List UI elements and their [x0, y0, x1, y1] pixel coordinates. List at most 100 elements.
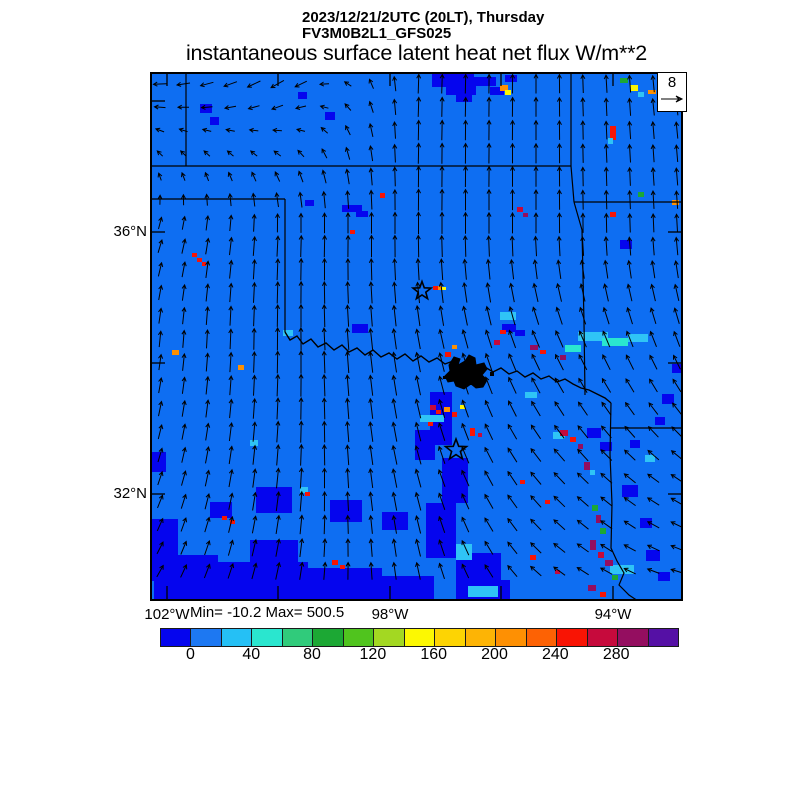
- wind-arrow: [533, 212, 539, 234]
- wind-arrow: [510, 142, 516, 164]
- flux-patch: [596, 515, 601, 523]
- flux-patch: [178, 555, 218, 601]
- flux-patch: [433, 286, 438, 290]
- wind-arrow: [343, 81, 352, 87]
- wind-arrow: [554, 377, 565, 394]
- wind-arrow: [294, 105, 307, 110]
- wind-arrow: [225, 127, 235, 133]
- wind-arrow: [321, 327, 327, 351]
- flux-patch: [426, 503, 456, 558]
- wind-arrow: [650, 213, 656, 233]
- wind-arrow: [204, 352, 210, 372]
- wind-arrow: [345, 420, 351, 443]
- wind-arrow: [647, 426, 659, 438]
- wind-arrow: [368, 397, 374, 419]
- wind-arrow: [601, 401, 612, 416]
- wind-arrow: [603, 166, 609, 187]
- flux-patch: [430, 405, 436, 410]
- flux-patch: [350, 230, 355, 234]
- wind-arrow: [181, 399, 187, 417]
- flux-patch: [340, 565, 345, 569]
- wind-arrow: [486, 73, 492, 94]
- wind-arrow: [158, 307, 164, 324]
- wind-arrow: [510, 119, 516, 141]
- flux-patch: [610, 126, 616, 140]
- wind-arrow: [157, 172, 163, 181]
- wind-arrow: [576, 472, 589, 484]
- flux-patch: [230, 520, 235, 524]
- wind-arrow: [345, 397, 350, 420]
- wind-arrow: [345, 257, 351, 281]
- colorbar-segment: [252, 629, 283, 646]
- wind-arrow: [203, 563, 211, 579]
- flux-patch: [356, 211, 368, 217]
- flux-patch: [298, 92, 307, 99]
- wind-arrow: [204, 492, 211, 510]
- colorbar-segment: [465, 629, 497, 646]
- wind-arrow: [486, 142, 492, 164]
- wind-arrow: [670, 474, 683, 483]
- wind-arrow: [228, 282, 234, 303]
- colorbar-tick-label: 240: [541, 646, 569, 663]
- flux-patch: [442, 458, 468, 503]
- wind-arrow: [647, 449, 660, 461]
- wind-arrow: [623, 520, 636, 529]
- colorbar-segment: [496, 629, 527, 646]
- flux-patch: [456, 544, 472, 560]
- wind-arrow: [530, 518, 542, 531]
- colorbar-segment: [648, 629, 678, 646]
- colorbar-tick-label: 40: [242, 646, 261, 663]
- wind-arrow: [251, 515, 258, 534]
- flux-patch: [570, 437, 576, 442]
- wind-arrow: [251, 281, 257, 303]
- wind-arrow: [462, 234, 468, 257]
- wind-arrow: [532, 306, 540, 325]
- wind-arrow: [368, 514, 374, 534]
- wind-arrow: [156, 517, 164, 532]
- wind-arrow: [627, 97, 633, 116]
- wind-arrow: [322, 257, 327, 281]
- wind-arrow: [345, 350, 350, 374]
- flux-patch: [210, 117, 219, 125]
- wind-arrow: [228, 468, 234, 488]
- wind-arrow: [228, 445, 234, 465]
- wind-arrow: [414, 491, 422, 511]
- wind-arrow: [157, 238, 164, 253]
- wind-arrow: [204, 469, 211, 487]
- wind-arrow: [577, 425, 589, 439]
- wind-arrow: [204, 171, 210, 182]
- wind-arrow: [556, 119, 562, 140]
- wind-arrow: [556, 73, 562, 94]
- wind-arrow: [439, 258, 445, 281]
- wind-arrow: [485, 282, 492, 303]
- wind-arrow: [251, 538, 258, 557]
- colorbar-segment: [191, 629, 222, 646]
- colorbar-segment: [282, 629, 314, 646]
- wind-arrow: [530, 542, 542, 554]
- wind-arrow: [507, 564, 518, 578]
- wind-arrow: [392, 121, 398, 139]
- wind-arrow: [554, 401, 565, 416]
- wind-arrow: [298, 212, 304, 233]
- wind-arrow: [297, 170, 304, 183]
- wind-arrow: [601, 377, 612, 393]
- wind-arrow: [414, 538, 421, 557]
- wind-arrow: [270, 104, 284, 111]
- flux-patch: [330, 500, 362, 522]
- minmax-readout: Min= -10.2 Max= 500.5: [190, 604, 345, 621]
- map-frame: [150, 72, 683, 601]
- wind-arrow: [391, 398, 398, 419]
- wind-arrow: [674, 213, 680, 233]
- wind-arrow: [580, 212, 586, 233]
- wind-arrow: [204, 539, 211, 556]
- wind-arrow: [156, 541, 164, 555]
- flux-patch: [592, 505, 598, 511]
- flux-patch: [500, 85, 508, 91]
- wind-arrow: [649, 307, 657, 325]
- wind-arrow: [298, 396, 304, 420]
- wind-arrow: [205, 445, 211, 464]
- wind-arrow: [646, 497, 660, 506]
- wind-arrow: [579, 306, 587, 325]
- wind-arrow: [580, 143, 586, 163]
- city-star: [410, 279, 434, 301]
